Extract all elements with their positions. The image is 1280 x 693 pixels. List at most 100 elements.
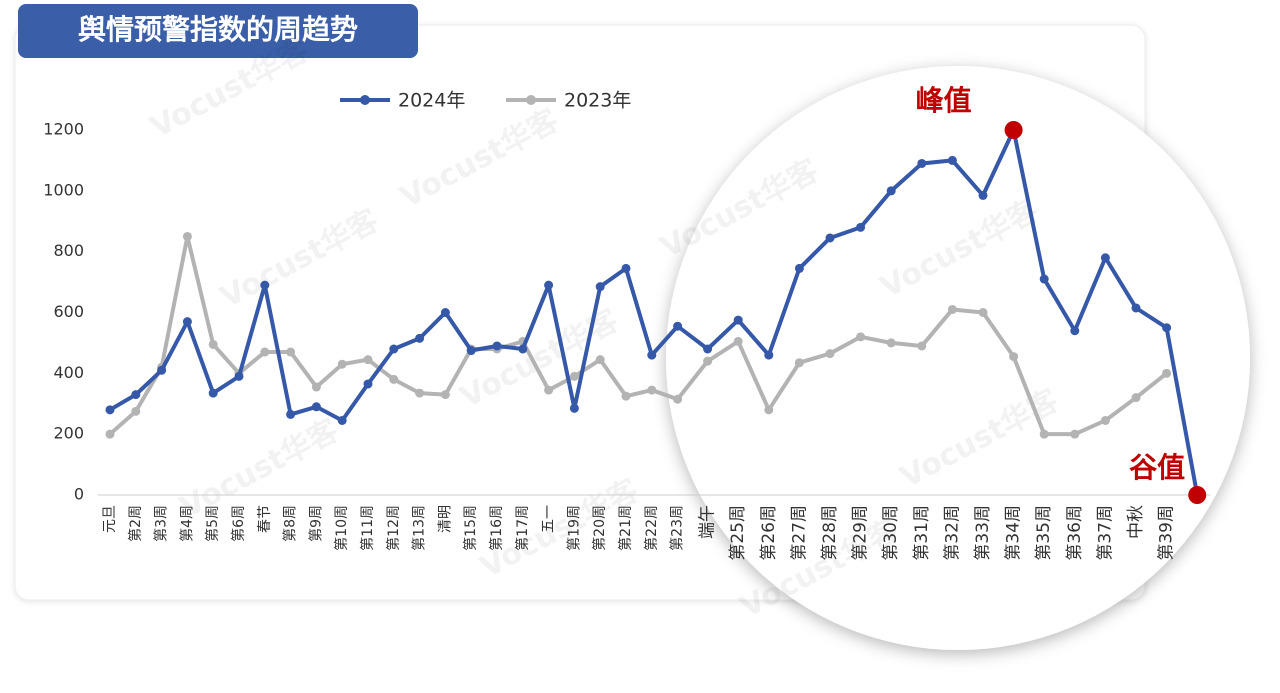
data-point bbox=[131, 406, 141, 416]
x-tick-label: 端午 bbox=[698, 505, 718, 539]
data-point bbox=[492, 341, 502, 351]
data-point bbox=[794, 263, 804, 273]
y-tick-label: 800 bbox=[53, 241, 84, 260]
x-tick-label: 第4周 bbox=[178, 505, 195, 542]
x-tick-label: 第5周 bbox=[204, 505, 221, 542]
y-tick-label: 600 bbox=[53, 302, 84, 321]
data-point bbox=[1009, 352, 1019, 362]
data-point bbox=[337, 359, 347, 369]
y-tick-label: 400 bbox=[53, 363, 84, 382]
data-point bbox=[647, 385, 657, 395]
data-point bbox=[764, 405, 774, 415]
title-box bbox=[18, 4, 418, 58]
data-point bbox=[1131, 393, 1141, 403]
x-tick-label: 第19周 bbox=[565, 505, 582, 551]
legend-label: 2023年 bbox=[564, 90, 631, 112]
data-point bbox=[595, 282, 605, 292]
data-point bbox=[978, 308, 988, 317]
data-point bbox=[234, 371, 244, 381]
x-tick-label: 第26周 bbox=[759, 505, 779, 561]
data-point bbox=[286, 347, 296, 357]
x-tick-label: 第29周 bbox=[851, 505, 871, 561]
x-tick-label: 第35周 bbox=[1034, 505, 1054, 561]
data-point bbox=[466, 346, 476, 356]
data-point bbox=[208, 388, 218, 398]
data-point bbox=[886, 186, 896, 196]
data-point bbox=[673, 321, 683, 331]
data-point bbox=[733, 336, 743, 346]
x-tick-label: 第21周 bbox=[617, 505, 634, 551]
data-point bbox=[947, 155, 957, 165]
data-point bbox=[825, 233, 835, 243]
data-point bbox=[518, 344, 528, 354]
data-point bbox=[440, 390, 450, 400]
y-tick-label: 1000 bbox=[43, 180, 84, 199]
data-point bbox=[415, 388, 425, 398]
data-point bbox=[1131, 303, 1141, 313]
data-point bbox=[917, 158, 927, 168]
x-tick-label: 第28周 bbox=[820, 505, 840, 561]
data-point bbox=[647, 350, 657, 360]
x-tick-label: 第6周 bbox=[230, 505, 247, 542]
x-tick-label: 第20周 bbox=[591, 505, 608, 551]
highlight-point bbox=[1188, 486, 1207, 504]
x-tick-label: 第3周 bbox=[153, 505, 170, 542]
x-tick-label: 第23周 bbox=[669, 505, 686, 551]
x-tick-label: 第27周 bbox=[789, 505, 809, 561]
data-point bbox=[182, 317, 192, 327]
x-tick-label: 第11周 bbox=[359, 505, 376, 551]
highlight-point bbox=[1004, 121, 1023, 139]
series-line bbox=[108, 128, 1200, 496]
legend-dot bbox=[360, 95, 370, 105]
x-tick-label: 第12周 bbox=[385, 505, 402, 551]
data-point bbox=[544, 280, 554, 290]
x-tick-label: 第39周 bbox=[1157, 505, 1177, 561]
x-tick-label: 第30周 bbox=[881, 505, 901, 561]
data-point bbox=[1070, 429, 1080, 439]
x-tick-label: 第15周 bbox=[462, 505, 479, 551]
data-point bbox=[794, 358, 804, 368]
x-tick-label: 第25周 bbox=[728, 505, 748, 561]
data-point bbox=[856, 222, 866, 232]
data-point bbox=[544, 385, 554, 395]
data-point bbox=[1039, 429, 1049, 439]
x-tick-label: 第33周 bbox=[973, 505, 993, 561]
x-tick-label: 元旦 bbox=[102, 505, 118, 533]
data-point bbox=[978, 190, 988, 200]
annotation: 峰值 bbox=[916, 84, 972, 117]
x-tick-label: 五一 bbox=[541, 505, 557, 533]
data-point bbox=[389, 374, 399, 384]
data-point bbox=[1100, 415, 1110, 425]
data-point bbox=[363, 355, 373, 365]
data-point bbox=[621, 263, 631, 273]
data-point bbox=[764, 350, 774, 360]
data-point bbox=[595, 355, 605, 365]
x-tick-label: 第16周 bbox=[488, 505, 505, 551]
data-point bbox=[703, 344, 713, 354]
data-point bbox=[389, 344, 399, 354]
x-tick-label: 中秋 bbox=[1126, 505, 1146, 539]
y-tick-label: 200 bbox=[53, 424, 84, 443]
magnifier bbox=[666, 66, 1250, 650]
data-point bbox=[733, 315, 743, 325]
data-point bbox=[886, 338, 896, 348]
data-point bbox=[208, 339, 218, 349]
data-point bbox=[131, 390, 141, 400]
x-tick-label: 第8周 bbox=[282, 505, 299, 542]
x-tick-label: 第31周 bbox=[912, 505, 932, 561]
chart-title: 舆情预警指数的周趋势 bbox=[78, 13, 358, 46]
x-tick-label: 第32周 bbox=[942, 505, 962, 561]
data-point bbox=[1162, 368, 1172, 378]
data-point bbox=[337, 415, 347, 425]
data-point bbox=[569, 403, 579, 413]
data-point bbox=[917, 341, 927, 351]
x-tick-label: 清明 bbox=[437, 505, 453, 533]
legend-label: 2024年 bbox=[398, 90, 465, 112]
x-tick-label: 第36周 bbox=[1065, 505, 1085, 561]
data-point bbox=[856, 332, 866, 342]
annotation: 谷值 bbox=[1129, 451, 1185, 484]
legend-dot bbox=[526, 95, 536, 105]
x-tick-label: 第37周 bbox=[1095, 505, 1115, 561]
data-point bbox=[673, 394, 683, 404]
